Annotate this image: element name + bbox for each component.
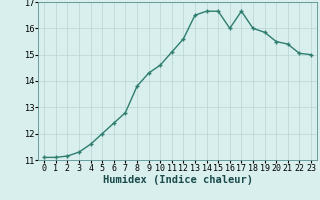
X-axis label: Humidex (Indice chaleur): Humidex (Indice chaleur) (103, 175, 252, 185)
